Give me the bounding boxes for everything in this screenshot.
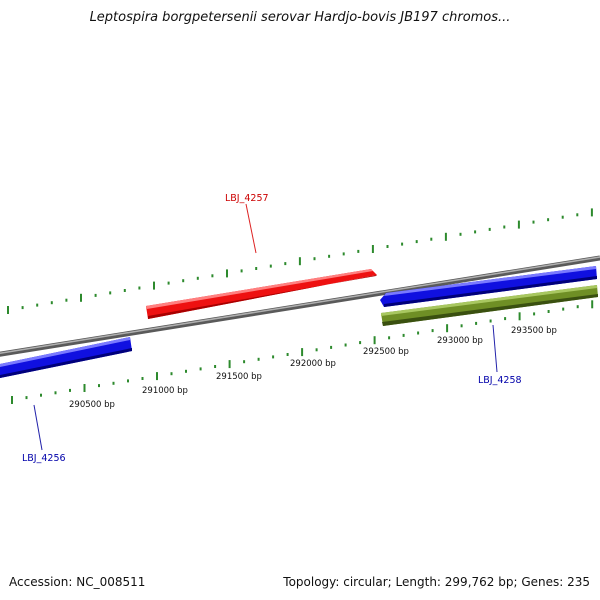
topology-stats-text: Topology: circular; Length: 299,762 bp; … [283,575,590,589]
lower-tick-track [11,300,594,404]
bp-label-293500: 293500 bp [511,326,557,336]
sequence-backbone [0,255,600,357]
accession-text: Accession: NC_008511 [9,575,146,589]
bp-label-290500: 290500 bp [69,400,115,410]
lbj-4257-label[interactable]: LBJ_4257 [225,193,269,204]
bp-label-291000: 291000 bp [142,386,188,396]
bp-label-292000: 292000 bp [290,359,336,369]
map-title: Leptospira borgpetersenii serovar Hardjo… [89,10,511,25]
lbj-4256-label[interactable]: LBJ_4256 [22,453,66,464]
bp-label-292500: 292500 bp [363,347,409,357]
gene-olive-reverse[interactable] [381,285,598,326]
sequence-backbone-highlight [0,256,600,354]
gene-lbj-4256[interactable] [0,337,132,378]
lbj-4258-leader-line [492,324,498,373]
gene-lbj-4258[interactable] [380,266,597,307]
upper-tick-track [7,208,593,314]
bp-label-291500: 291500 bp [216,372,262,382]
gene-lbj-4257[interactable] [146,269,377,319]
lbj-4256-leader-line [33,404,43,451]
lbj-4258-label[interactable]: LBJ_4258 [478,375,522,386]
lbj-4257-leader-line [245,203,257,254]
bp-label-293000: 293000 bp [437,336,483,346]
